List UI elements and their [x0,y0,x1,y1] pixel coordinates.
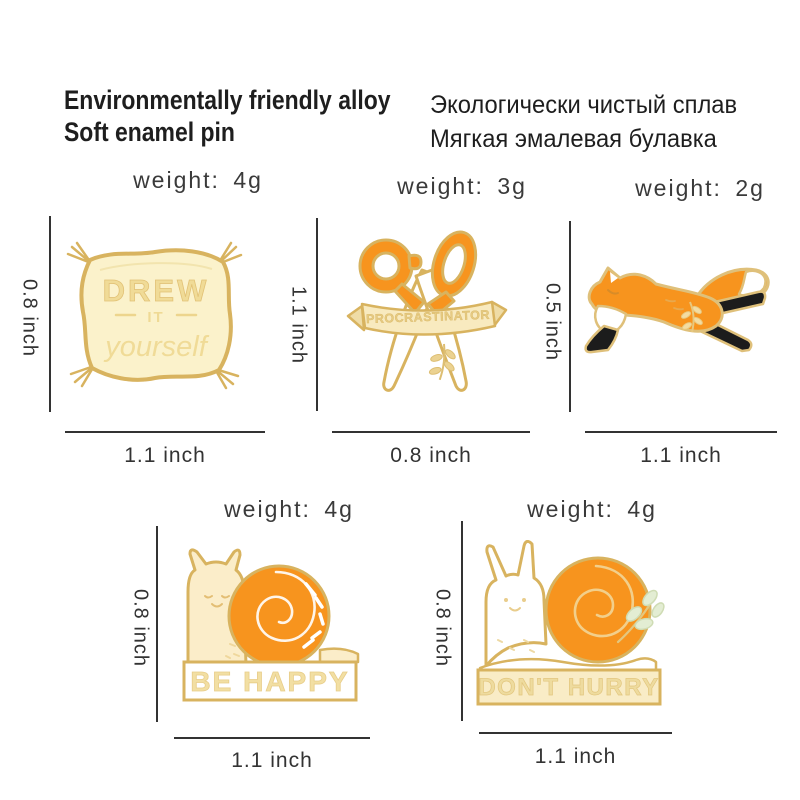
scissors-pin-art: PROCRASTINATOR [346,230,508,392]
scissors-pin-image: PROCRASTINATOR [342,218,512,410]
weight-label-fox: weight: 2g [635,175,765,201]
width-line-snail-cat [174,737,370,739]
width-line-scissors [332,431,530,433]
rabbit-body [484,540,548,668]
snail-foot [318,647,360,664]
scissors-banner-text: PROCRASTINATOR [366,308,490,326]
fox-pin-art [584,266,770,354]
height-label-fox: 0.5 inch [541,282,564,362]
fox-leaf-sprig [680,301,703,333]
pillow-engraving-yourself: yourself [103,331,209,363]
width-label-snail-cat: 1.1 inch [231,749,313,772]
height-line-scissors [316,218,318,411]
dont-hurry-banner [476,668,662,706]
height-label-snail-cat: 0.8 inch [129,588,152,668]
header-english: Environmentally friendly alloy Soft enam… [64,84,390,148]
height-line-snail-cat [156,526,158,722]
width-label-scissors: 0.8 inch [390,444,472,467]
height-line-fox [569,221,571,412]
be-happy-banner [182,660,358,702]
snail-cat-pin-image: BE HAPPY [172,544,367,706]
fox-front-leg [584,324,620,354]
scissors-banner: PROCRASTINATOR [346,300,508,336]
width-label-snail-rabbit: 1.1 inch [534,745,617,768]
header-russian-line1: Экологически чистый сплав [430,91,738,119]
snail-shell-spiral [573,564,634,638]
fox-ear-inner [610,272,618,283]
height-line-pillow [49,216,51,412]
pillow-body [79,248,233,382]
snail-shell-spiral [256,570,316,643]
dont-hurry-banner-text: DON'T HURRY [478,674,659,701]
pillow-pin-image: DREW IT yourself [58,238,253,398]
header-english-line1: Environmentally friendly alloy [64,85,391,115]
width-label-fox: 1.1 inch [640,444,722,467]
cat-face [204,595,230,608]
snail-shell-highlights [302,582,325,649]
weight-label-pillow: weight: 4g [133,167,263,193]
fox-eye [607,289,619,295]
scissors-handles [358,230,478,328]
height-line-snail-rabbit [461,521,463,721]
width-line-snail-rabbit [479,732,672,734]
cat-fur-ticks [225,643,240,659]
fox-fur-ticks [665,299,684,311]
height-label-snail-rabbit: 0.8 inch [431,588,454,668]
pillow-seam-highlight [99,262,213,271]
pillow-pin-art: DREW IT yourself [66,241,243,390]
width-line-pillow [65,431,265,433]
weight-label-scissors: weight: 3g [397,173,527,199]
pillow-engraving-drew: DREW [103,273,210,308]
height-label-pillow: 0.8 inch [18,278,41,358]
scissors-leaf-sprig [428,343,456,381]
leaf-sprig [616,589,665,644]
rabbit-face [504,598,526,612]
pillow-engraving-it: IT [147,309,164,326]
rabbit-fur-ticks [497,639,535,653]
snail-rabbit-pin-image: DON'T HURRY [468,540,673,708]
be-happy-banner-text: BE HAPPY [190,666,349,697]
height-label-scissors: 1.1 inch [287,286,310,365]
weight-label-snail-cat: weight: 4g [224,496,354,522]
fox-pin-image [578,256,778,364]
header-russian: Экологически чистый сплав Мягкая эмалева… [430,88,737,156]
snail-rabbit-pin-art: DON'T HURRY [476,540,665,706]
header-english-line2: Soft enamel pin [64,117,235,147]
snail-cat-pin-art: BE HAPPY [182,548,360,702]
weight-label-snail-rabbit: weight: 4g [527,496,657,522]
width-line-fox [585,431,777,433]
width-label-pillow: 1.1 inch [124,444,206,467]
cat-body [186,548,248,668]
header-russian-line2: Мягкая эмалевая булавка [430,125,717,153]
